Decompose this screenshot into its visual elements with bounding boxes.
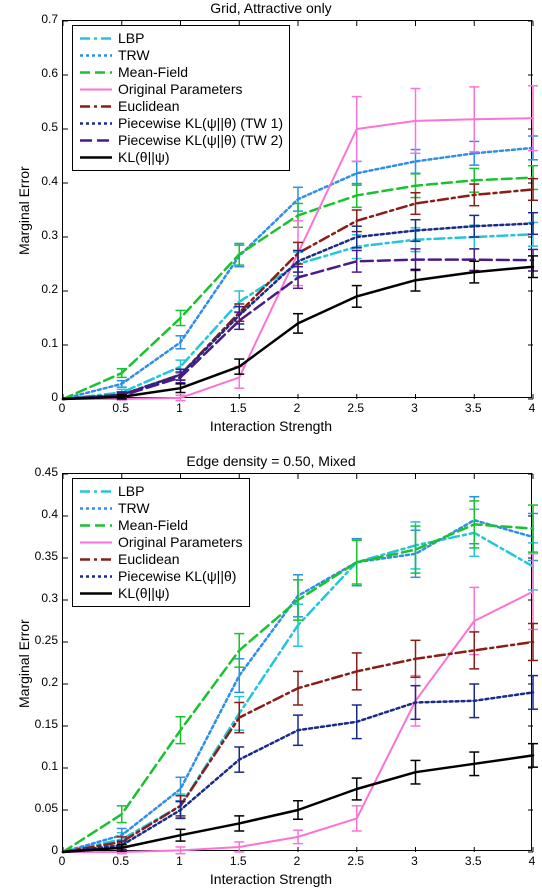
legend-label: Piecewise KL(ψ||θ): [118, 568, 236, 584]
legend-item-meanfield: Mean-Field: [79, 64, 283, 81]
xtick-label: 1: [168, 401, 192, 415]
legend-swatch: [79, 551, 113, 568]
legend-label: Euclidean: [118, 551, 180, 567]
xtick-label: 2.5: [344, 854, 368, 868]
ytick-label: 0.1: [18, 759, 58, 773]
xtick-label: 3: [403, 401, 427, 415]
legend-swatch: [79, 30, 113, 47]
ytick-label: 0.05: [18, 801, 58, 815]
legend-item-lbp: LBP: [79, 483, 243, 500]
xtick-label: 2: [285, 854, 309, 868]
chart-title: Edge density = 0.50, Mixed: [0, 453, 542, 469]
legend-swatch: [79, 81, 113, 98]
xlabel: Interaction Strength: [0, 871, 542, 887]
xtick-label: 0.5: [109, 401, 133, 415]
legend-label: Original Parameters: [118, 81, 243, 97]
legend: LBPTRWMean-FieldOriginal ParametersEucli…: [72, 478, 250, 607]
legend-swatch: [79, 483, 113, 500]
legend-swatch: [79, 47, 113, 64]
ytick-label: 0.45: [18, 465, 58, 479]
xtick-label: 0.5: [109, 854, 133, 868]
ytick-label: 0.1: [18, 336, 58, 350]
xlabel: Interaction Strength: [0, 418, 542, 434]
xtick-label: 3.5: [461, 401, 485, 415]
legend-item-pkl2: Piecewise KL(ψ||θ) (TW 2): [79, 132, 283, 149]
legend-item-trw: TRW: [79, 500, 243, 517]
legend-item-lbp: LBP: [79, 30, 283, 47]
legend-item-klrev: KL(θ||ψ): [79, 585, 243, 602]
legend-swatch: [79, 585, 113, 602]
ytick-label: 0: [18, 390, 58, 404]
chart-panel-top: Grid, Attractive only00.511.522.533.5400…: [0, 0, 542, 440]
chart-panel-bottom: Edge density = 0.50, Mixed 0 0.5 1 1.5 2 2.5 3 3…: [0, 453, 542, 893]
ylabel: Marginal Error: [16, 619, 32, 708]
legend-item-klrev: KL(θ||ψ): [79, 149, 283, 166]
legend-item-orig: Original Parameters: [79, 534, 243, 551]
legend-label: Original Parameters: [118, 534, 243, 550]
legend-swatch: [79, 534, 113, 551]
legend-label: TRW: [118, 500, 150, 516]
legend-swatch: [79, 149, 113, 166]
ytick-label: 0.6: [18, 66, 58, 80]
figure: Grid, Attractive only 0 0.5 1 1.5 2 2.5 3 3.5 4 0 0…: [0, 0, 542, 896]
legend: LBPTRWMean-FieldOriginal ParametersEucli…: [72, 25, 290, 171]
legend-swatch: [79, 517, 113, 534]
legend-swatch: [79, 64, 113, 81]
chart-title: Grid, Attractive only: [0, 0, 542, 16]
legend-item-pkl: Piecewise KL(ψ||θ): [79, 568, 243, 585]
xtick-label: 1.5: [226, 854, 250, 868]
ylabel: Marginal Error: [16, 166, 32, 255]
legend-label: Piecewise KL(ψ||θ) (TW 1): [118, 115, 283, 131]
legend-item-trw: TRW: [79, 47, 283, 64]
legend-item-orig: Original Parameters: [79, 81, 283, 98]
legend-swatch: [79, 568, 113, 585]
legend-swatch: [79, 500, 113, 517]
legend-label: Piecewise KL(ψ||θ) (TW 2): [118, 132, 283, 148]
ytick-label: 0.3: [18, 591, 58, 605]
ytick-label: 0.2: [18, 282, 58, 296]
ytick-label: 0.4: [18, 507, 58, 521]
xtick-label: 3.5: [461, 854, 485, 868]
legend-swatch: [79, 98, 113, 115]
legend-item-meanfield: Mean-Field: [79, 517, 243, 534]
legend-label: KL(θ||ψ): [118, 585, 170, 601]
ytick-label: 0.5: [18, 120, 58, 134]
xtick-label: 2.5: [344, 401, 368, 415]
legend-label: Euclidean: [118, 98, 180, 114]
legend-label: LBP: [118, 30, 144, 46]
legend-item-euclid: Euclidean: [79, 98, 283, 115]
legend-item-pkl1: Piecewise KL(ψ||θ) (TW 1): [79, 115, 283, 132]
legend-label: Mean-Field: [118, 64, 188, 80]
xtick-label: 3: [403, 854, 427, 868]
xtick-label: 4: [520, 401, 542, 415]
legend-item-euclid: Euclidean: [79, 551, 243, 568]
ytick-label: 0.15: [18, 717, 58, 731]
xtick-label: 2: [285, 401, 309, 415]
legend-label: TRW: [118, 47, 150, 63]
legend-swatch: [79, 132, 113, 149]
ytick-label: 0.7: [18, 12, 58, 26]
legend-swatch: [79, 115, 113, 132]
legend-label: LBP: [118, 483, 144, 499]
legend-label: Mean-Field: [118, 517, 188, 533]
ytick-label: 0.35: [18, 549, 58, 563]
xtick-label: 1.5: [226, 401, 250, 415]
legend-label: KL(θ||ψ): [118, 149, 170, 165]
xtick-label: 4: [520, 854, 542, 868]
xtick-label: 1: [168, 854, 192, 868]
ytick-label: 0: [18, 843, 58, 857]
